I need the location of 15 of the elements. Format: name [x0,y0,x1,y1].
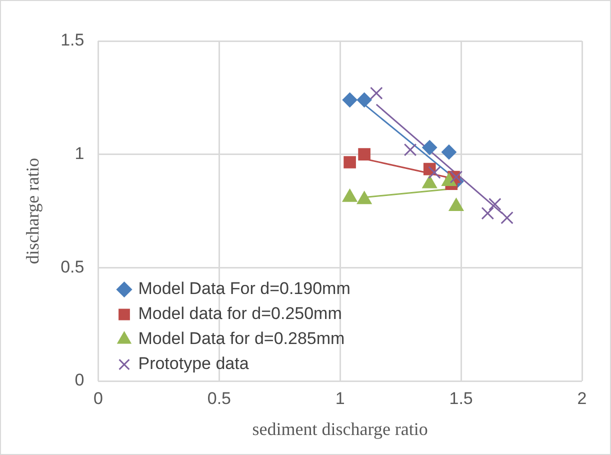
legend-label: Model Data For d=0.190mm [138,279,350,298]
y-tick-label: 1.5 [60,30,84,50]
x-tick-label: 2 [577,388,587,408]
legend-label: Model Data for d=0.285mm [138,329,345,348]
x-tick-label: 0.5 [207,388,231,408]
legend-label: Prototype data [138,354,250,374]
legend-label: Model data for d=0.250mm [138,304,342,324]
x-axis-title: sediment discharge ratio [252,418,428,439]
y-tick-label: 0 [74,370,84,390]
y-tick-label: 0.5 [60,257,84,276]
x-tick-label: 1 [335,388,345,408]
y-tick-label: 1 [74,144,84,164]
y-axis-title: discharge ratio [22,158,43,264]
x-tick-label: 0 [94,388,103,408]
x-tick-label: 1.5 [449,388,473,408]
